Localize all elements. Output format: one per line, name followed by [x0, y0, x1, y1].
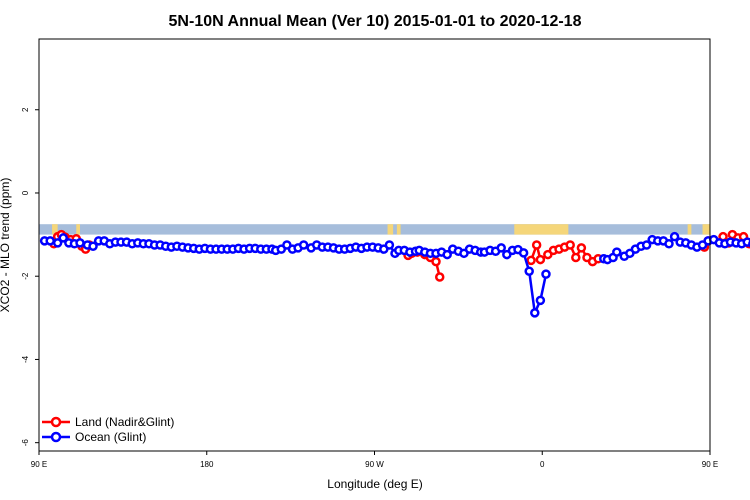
- data-point: [52, 238, 63, 248]
- x-tick-label: 0: [540, 460, 545, 469]
- map-background-strip: [39, 224, 710, 235]
- data-point: [58, 233, 68, 243]
- x-tick-label: 90 W: [365, 460, 384, 469]
- series-land: [49, 229, 750, 282]
- y-tick-label: 2: [21, 107, 30, 112]
- data-point: [442, 249, 452, 260]
- land-patch: [702, 224, 710, 235]
- legend-label: Ocean (Glint): [75, 430, 146, 444]
- data-point: [641, 240, 652, 250]
- data-point: [541, 269, 551, 279]
- y-tick-label: 0: [21, 190, 30, 195]
- data-point: [576, 243, 587, 253]
- data-point: [535, 254, 546, 265]
- y-axis-label: XCO2 - MLO trend (ppm): [0, 178, 12, 313]
- data-point: [298, 240, 309, 250]
- data-point: [45, 236, 55, 246]
- data-point: [565, 240, 575, 250]
- x-tick-label: 90 E: [702, 460, 718, 469]
- x-tick-label: 180: [200, 460, 214, 469]
- series-layer: [39, 229, 750, 318]
- land-patch: [52, 224, 58, 235]
- land-patch: [396, 224, 401, 235]
- ocean-band: [39, 224, 710, 235]
- x-axis: 90 E 180 90 W 0 90 E: [31, 451, 718, 469]
- data-point: [384, 240, 395, 250]
- land-patch: [514, 224, 569, 235]
- land-patch: [387, 224, 394, 235]
- data-point: [535, 295, 546, 306]
- series-ocean: [39, 231, 750, 318]
- chart-title: 5N-10N Annual Mean (Ver 10) 2015-01-01 t…: [169, 13, 582, 30]
- data-point: [524, 266, 534, 276]
- data-point: [518, 248, 529, 258]
- land-patch: [76, 224, 81, 235]
- data-point: [88, 241, 98, 251]
- y-tick-label: -2: [21, 272, 30, 280]
- legend-marker: [50, 431, 62, 443]
- data-point: [434, 272, 445, 282]
- legend: Land (Nadir&Glint)Ocean (Glint): [42, 415, 174, 444]
- data-point: [612, 247, 622, 257]
- data-point: [75, 238, 85, 248]
- legend-marker: [50, 416, 62, 428]
- data-point: [530, 308, 540, 318]
- y-axis: 2 0 -2 -4 -6: [21, 107, 39, 446]
- y-tick-label: -4: [21, 355, 30, 363]
- data-point: [531, 240, 542, 250]
- data-point: [669, 231, 680, 242]
- x-axis-label: Longitude (deg E): [327, 477, 422, 491]
- x-tick-label: 90 E: [31, 460, 47, 469]
- y-tick-label: -6: [21, 439, 30, 447]
- data-point: [526, 255, 536, 266]
- data-point: [431, 256, 441, 267]
- data-point: [571, 252, 581, 263]
- data-point: [664, 239, 674, 249]
- legend-label: Land (Nadir&Glint): [75, 415, 174, 429]
- land-patch: [687, 224, 692, 235]
- data-point: [496, 243, 506, 253]
